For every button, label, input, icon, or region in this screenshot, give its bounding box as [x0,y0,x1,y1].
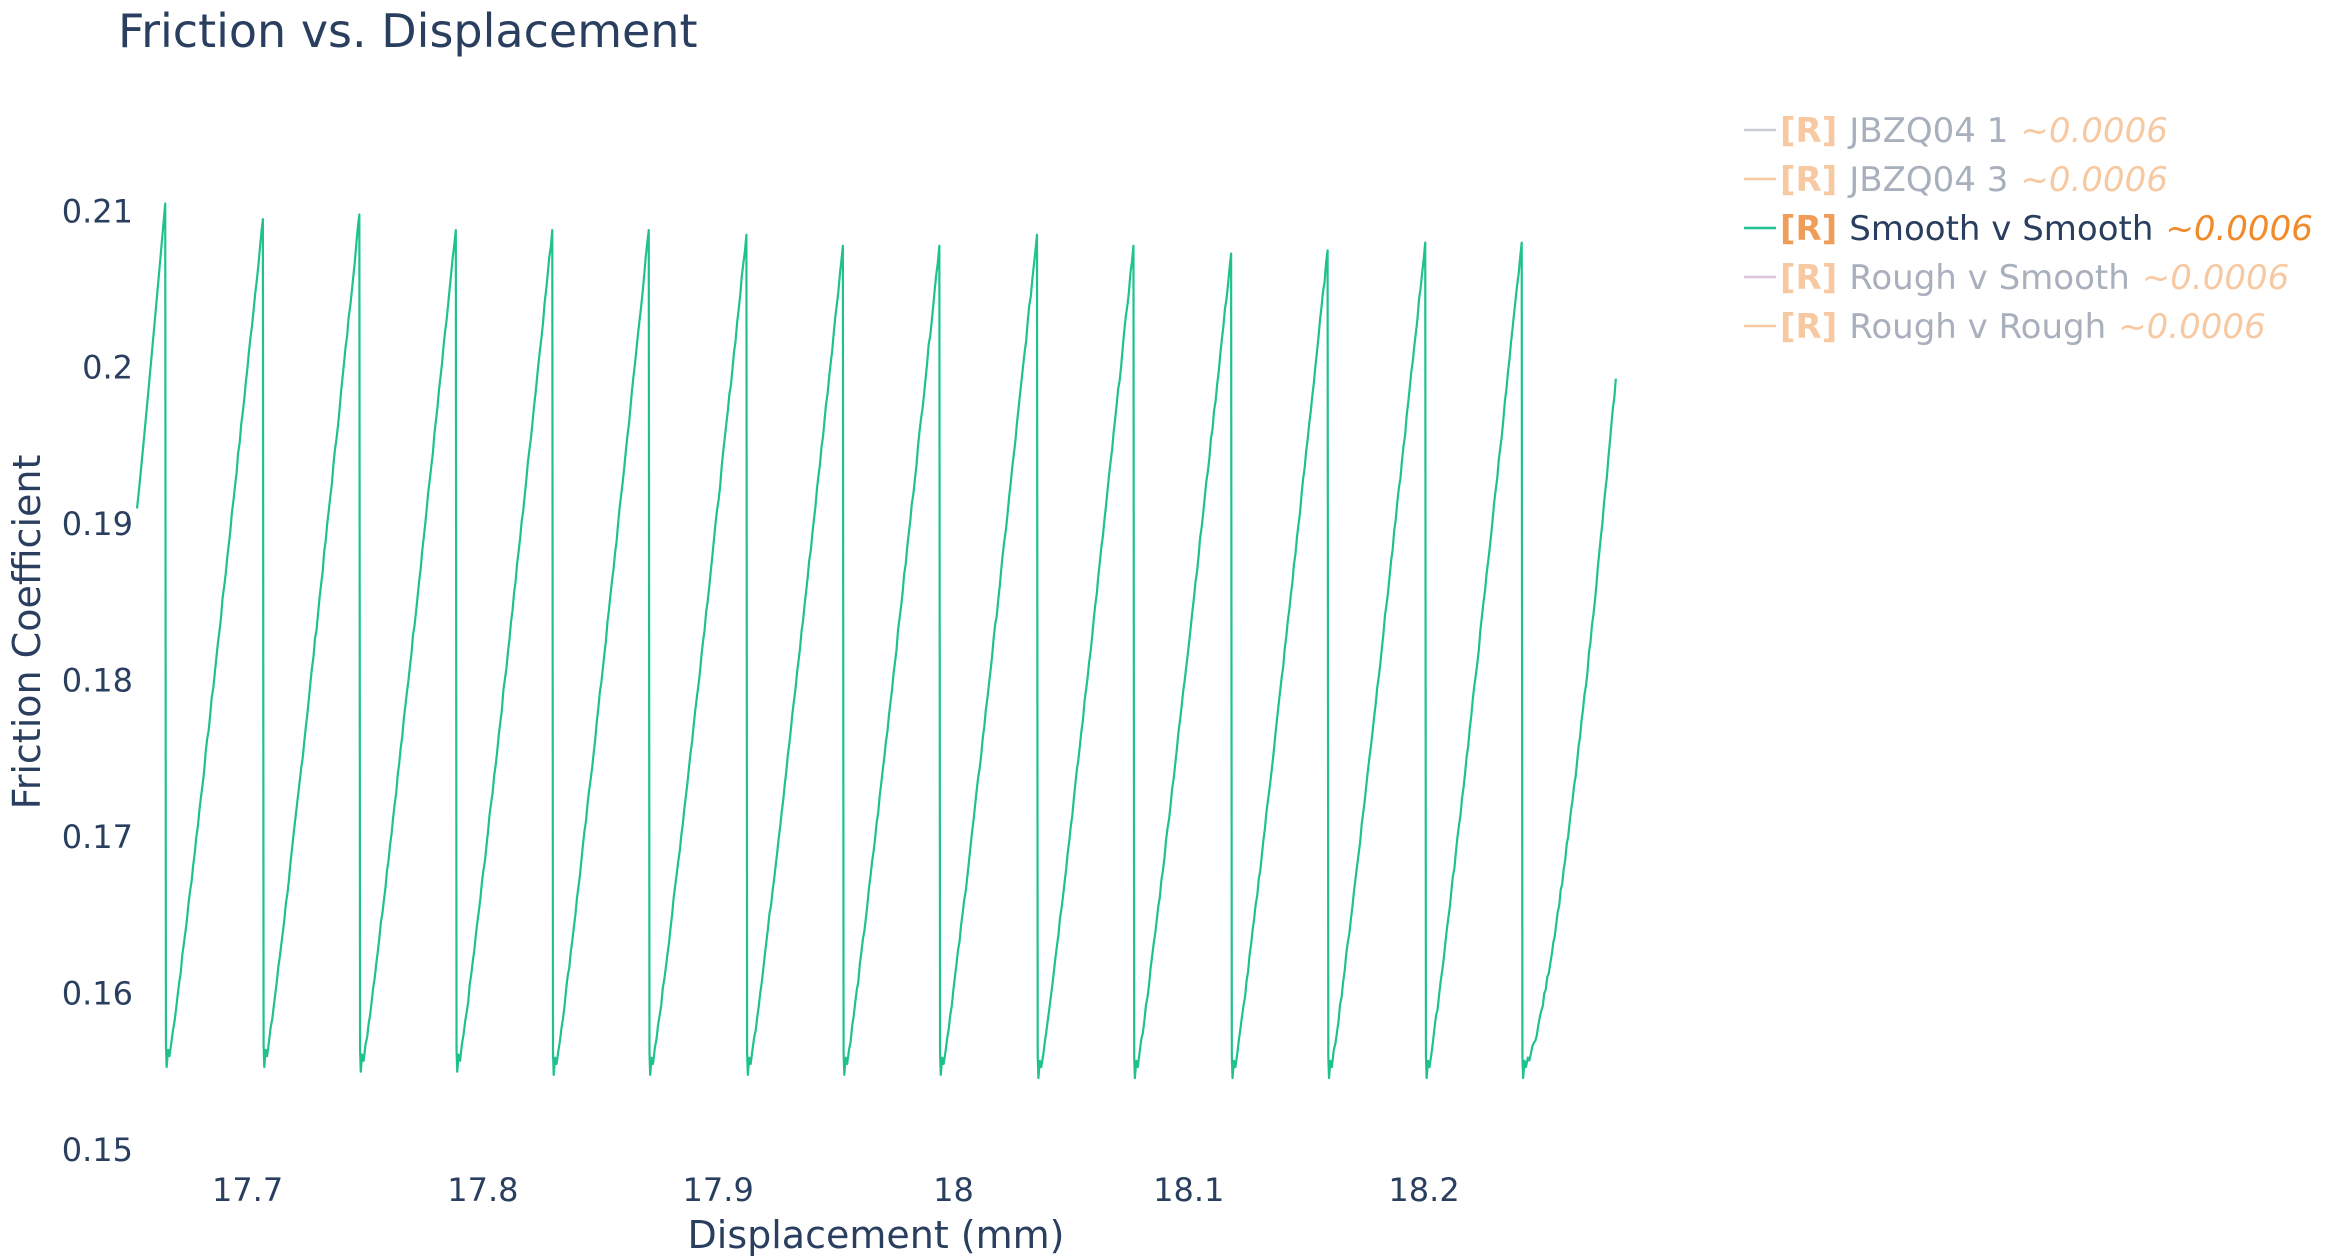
legend-suffix: ~0.0006 [2020,111,2167,151]
series-line-smooth-v-smooth [135,202,1617,1080]
y-tick-label: 0.16 [62,975,133,1013]
plot-area[interactable] [135,180,1617,1150]
series-layer [135,202,1617,1080]
legend-label: [R] Rough v Rough ~0.0006 [1780,307,2266,347]
legend-label: [R] JBZQ04 3 ~0.0006 [1780,160,2168,200]
legend-suffix: ~0.0006 [2142,258,2289,298]
legend-suffix: ~0.0006 [2118,307,2265,347]
y-axis-ticks: 0.15 0.16 0.17 0.18 0.19 0.2 0.21 [62,192,133,1169]
x-tick-label: 17.8 [447,1171,518,1209]
y-tick-label: 0.2 [82,349,133,387]
legend-prefix: [R] [1780,307,1837,347]
legend-series-name: Rough v Rough [1849,307,2106,347]
y-tick-label: 0.19 [62,505,133,543]
legend: [R] JBZQ04 1 ~0.0006[R] JBZQ04 3 ~0.0006[R] S… [1744,111,2313,347]
y-tick-label: 0.18 [62,662,133,700]
legend-prefix: [R] [1780,209,1837,249]
legend-prefix: [R] [1780,160,1837,200]
legend-item[interactable]: [R] Rough v Rough ~0.0006 [1744,307,2266,347]
legend-item[interactable]: [R] JBZQ04 1 ~0.0006 [1744,111,2168,151]
x-tick-label: 18.1 [1153,1171,1224,1209]
y-tick-label: 0.17 [62,818,133,856]
legend-prefix: [R] [1780,111,1837,151]
legend-series-name: JBZQ04 1 [1847,111,2008,151]
legend-series-name: JBZQ04 3 [1847,160,2008,200]
x-tick-label: 18 [933,1171,974,1209]
legend-item[interactable]: [R] Rough v Smooth ~0.0006 [1744,258,2289,298]
legend-item[interactable]: [R] Smooth v Smooth ~0.0006 [1744,209,2313,249]
legend-label: [R] JBZQ04 1 ~0.0006 [1780,111,2168,151]
x-tick-label: 17.9 [683,1171,754,1209]
chart-title: Friction vs. Displacement [118,4,698,58]
legend-label: [R] Smooth v Smooth ~0.0006 [1780,209,2313,249]
legend-suffix: ~0.0006 [2020,160,2167,200]
y-axis-title: Friction Coefficient [5,455,49,810]
x-axis-ticks: 17.7 17.8 17.9 18 18.1 18.2 [212,1171,1460,1209]
legend-series-name: Smooth v Smooth [1849,209,2153,249]
legend-item[interactable]: [R] JBZQ04 3 ~0.0006 [1744,160,2168,200]
x-tick-label: 18.2 [1388,1171,1459,1209]
legend-label: [R] Rough v Smooth ~0.0006 [1780,258,2289,298]
x-axis-title: Displacement (mm) [688,1213,1065,1257]
legend-series-name: Rough v Smooth [1849,258,2130,298]
x-tick-label: 17.7 [212,1171,283,1209]
y-tick-label: 0.15 [62,1131,133,1169]
legend-suffix: ~0.0006 [2165,209,2312,249]
legend-prefix: [R] [1780,258,1837,298]
y-tick-label: 0.21 [62,192,133,230]
